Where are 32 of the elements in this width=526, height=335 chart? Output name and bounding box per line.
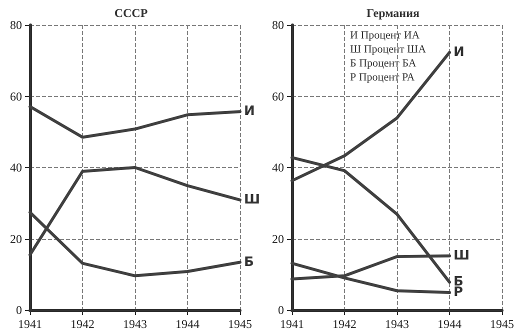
chart-title: Германия <box>366 6 420 20</box>
series-label: Б <box>244 254 254 270</box>
y-tick-label: 60 <box>272 89 284 104</box>
line-series <box>28 105 242 139</box>
series-label: Ш <box>244 192 260 208</box>
x-tick-label: 1943 <box>385 317 409 331</box>
annotation: Б Процент БА <box>350 58 416 70</box>
y-tick-label: 80 <box>272 18 284 32</box>
y-tick-label: 60 <box>10 89 22 104</box>
series-label: И <box>244 104 255 120</box>
y-tick-label: 80 <box>10 18 22 32</box>
y-tick-label: 40 <box>272 160 284 174</box>
x-tick-label: 1942 <box>332 317 356 331</box>
y-tick-label: 40 <box>10 160 22 174</box>
series-label: Ш <box>454 248 470 264</box>
x-tick-label: 1945 <box>490 317 514 331</box>
x-tick-label: 1941 <box>18 317 42 331</box>
annotation: Ш Процент ША <box>350 44 426 56</box>
y-tick-label: 0 <box>278 303 284 317</box>
annotation: Р Процент РА <box>350 72 415 84</box>
x-tick-label: 1943 <box>123 317 147 331</box>
y-tick-label: 20 <box>272 232 284 246</box>
y-tick-label: 20 <box>10 232 22 246</box>
x-tick-label: 1942 <box>70 317 94 331</box>
y-tick-label: 0 <box>16 303 22 317</box>
annotation: И Процент ИА <box>350 30 420 42</box>
chart-title: СССР <box>114 6 148 20</box>
series-label: И <box>454 44 464 60</box>
x-tick-label: 1944 <box>176 317 200 331</box>
x-tick-label: 1941 <box>280 317 304 331</box>
x-tick-label: 1944 <box>438 317 462 331</box>
x-tick-label: 1945 <box>228 317 252 331</box>
